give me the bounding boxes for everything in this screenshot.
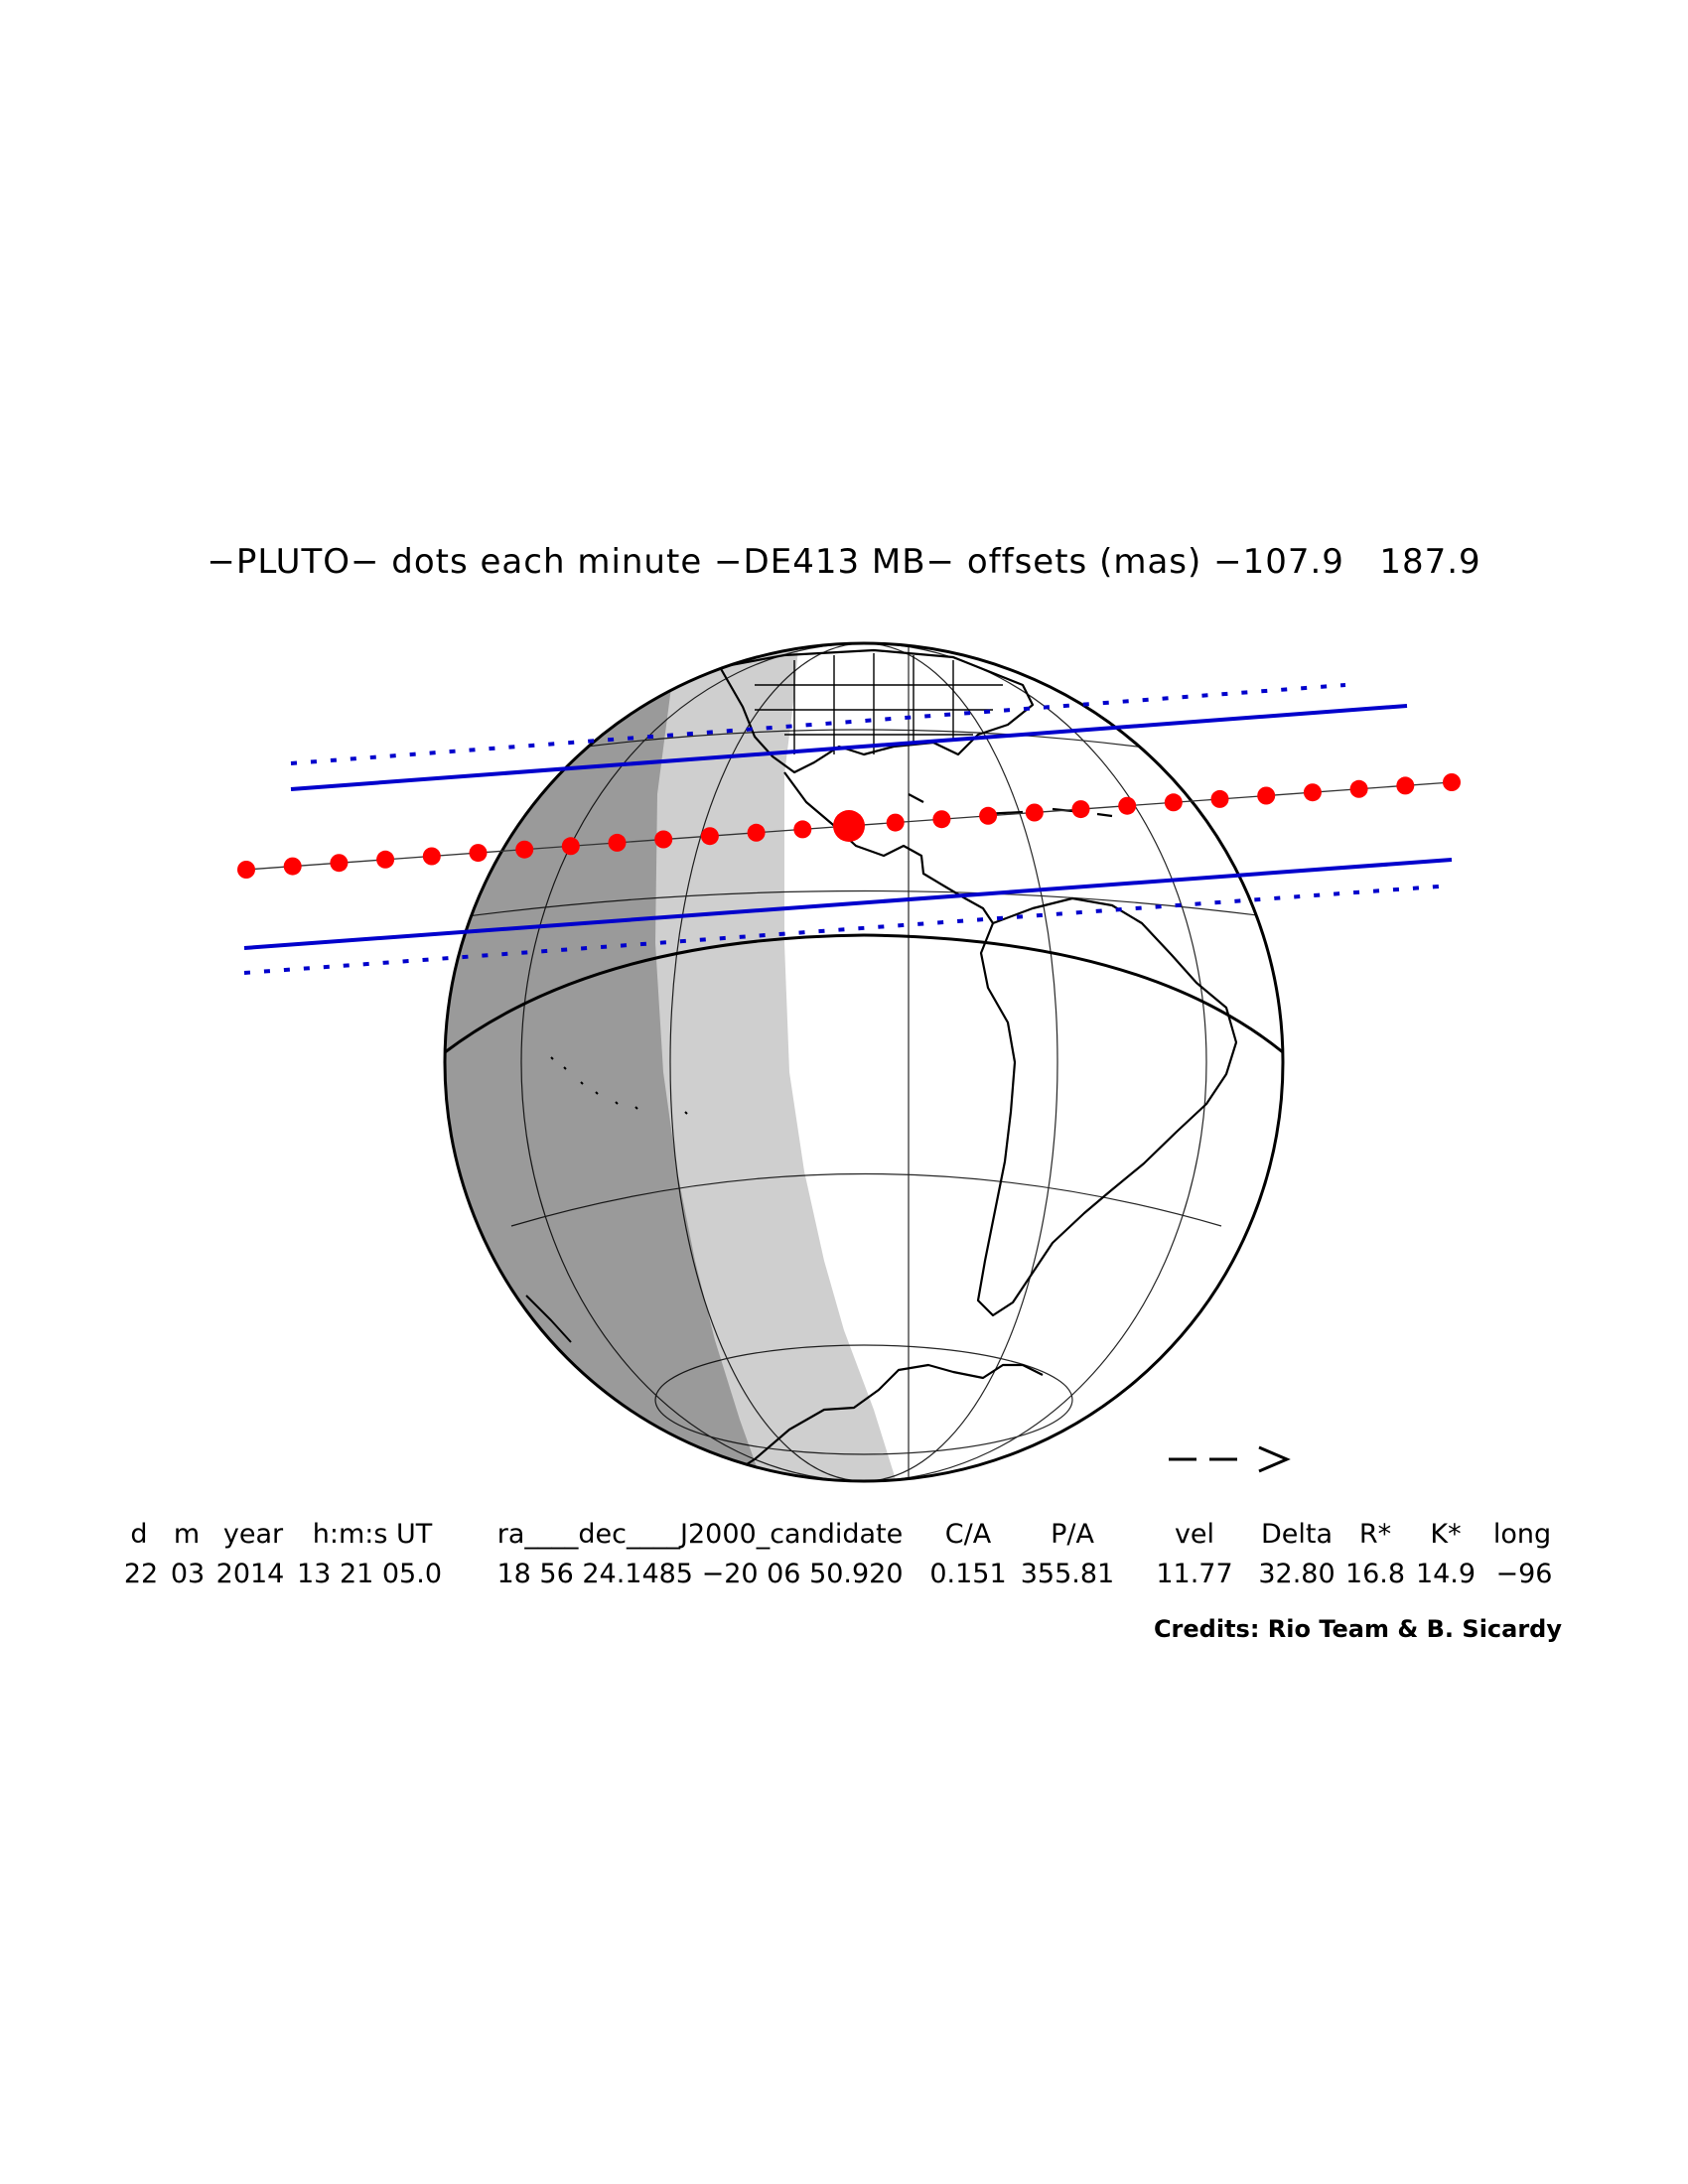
antarctica-outline xyxy=(714,1363,1044,1481)
path-dot xyxy=(1349,779,1368,798)
south-america-outline xyxy=(976,896,1238,1317)
header-row: d m year h:m:s UT ra____dec____J2000_can… xyxy=(0,1519,1688,1559)
path-dot xyxy=(330,854,349,873)
south-limit-dotted-line xyxy=(243,884,1453,975)
col-time-header: h:m:s UT xyxy=(312,1519,433,1550)
pacific-islands xyxy=(525,1056,688,1343)
us-grid xyxy=(755,653,1003,754)
path-dot xyxy=(608,833,627,852)
values-row: 22 03 2014 13 21 05.0 18 56 24.1485 −20 … xyxy=(0,1559,1688,1598)
col-pa-header: P/A xyxy=(1051,1519,1094,1550)
col-year-value: 2014 xyxy=(215,1559,285,1589)
col-vel-header: vel xyxy=(1174,1519,1215,1550)
shadow-boundary xyxy=(445,933,1283,1054)
col-rstar-value: 16.8 xyxy=(1344,1559,1406,1589)
path-dot xyxy=(422,847,441,866)
col-kstar-header: K* xyxy=(1430,1519,1462,1550)
path-dot xyxy=(654,830,673,849)
central-america-outline xyxy=(783,771,994,924)
path-dot xyxy=(469,844,488,863)
col-kstar-value: 14.9 xyxy=(1415,1559,1477,1589)
globe-disk xyxy=(445,643,1283,1481)
credits: Credits: Rio Team & B. Sicardy xyxy=(1153,1615,1562,1643)
col-long-value: −96 xyxy=(1495,1559,1553,1589)
path-dot xyxy=(515,840,534,859)
col-coords-header: ra____dec____J2000_candidate xyxy=(496,1519,904,1550)
path-dot xyxy=(1118,796,1137,815)
col-ca-header: C/A xyxy=(944,1519,992,1550)
north-limit-line xyxy=(290,704,1408,791)
shadow-limits xyxy=(243,683,1453,975)
path-dot xyxy=(376,850,395,869)
col-delta-header: Delta xyxy=(1260,1519,1334,1550)
globe-outline xyxy=(443,641,1285,1483)
col-d-header: d xyxy=(130,1519,148,1550)
path-dot xyxy=(561,837,580,856)
col-m-value: 03 xyxy=(170,1559,206,1589)
path-dot xyxy=(1210,789,1229,808)
path-dot xyxy=(1443,773,1461,791)
path-dot xyxy=(1071,800,1090,819)
path-dot xyxy=(979,806,998,825)
occultation-path-dots xyxy=(237,773,1461,879)
col-vel-value: 11.77 xyxy=(1156,1559,1233,1589)
path-dot xyxy=(886,813,905,832)
page-title: −PLUTO− dots each minute −DE413 MB− offs… xyxy=(207,542,1481,582)
south-limit-line xyxy=(243,858,1453,950)
col-ca-value: 0.151 xyxy=(929,1559,1007,1589)
col-pa-value: 355.81 xyxy=(1020,1559,1115,1589)
path-dot xyxy=(283,857,302,876)
path-dot xyxy=(747,823,766,842)
path-dot xyxy=(1164,793,1183,812)
path-dot xyxy=(1396,776,1415,795)
col-rstar-header: R* xyxy=(1358,1519,1392,1550)
path-dot xyxy=(932,810,951,829)
col-long-header: long xyxy=(1492,1519,1552,1550)
col-time-value: 13 21 05.0 xyxy=(297,1559,442,1589)
col-d-value: 22 xyxy=(123,1559,159,1589)
path-dot xyxy=(700,827,719,846)
path-dot xyxy=(1257,786,1276,805)
caribbean-outline xyxy=(908,793,1113,818)
path-dot xyxy=(793,820,812,839)
central-instant-dot xyxy=(833,810,865,842)
arrow-right-icon xyxy=(1169,1445,1291,1473)
col-year-header: year xyxy=(222,1519,284,1550)
col-delta-value: 32.80 xyxy=(1258,1559,1336,1589)
path-dot xyxy=(1303,783,1322,802)
col-coords-value: 18 56 24.1485 −20 06 50.920 xyxy=(496,1559,904,1589)
path-dot xyxy=(237,861,255,879)
col-m-header: m xyxy=(173,1519,201,1550)
path-dot xyxy=(1025,803,1044,822)
